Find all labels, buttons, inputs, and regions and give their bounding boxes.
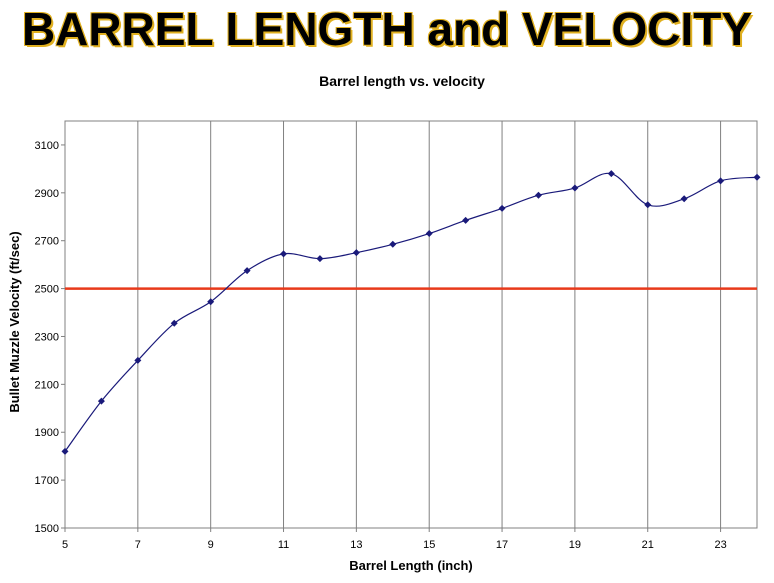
data-point bbox=[607, 170, 615, 178]
data-point bbox=[498, 204, 506, 212]
y-tick-label: 2300 bbox=[35, 331, 59, 343]
x-tick-label: 21 bbox=[642, 539, 654, 551]
data-point bbox=[571, 184, 579, 192]
data-point bbox=[644, 201, 652, 209]
data-point bbox=[717, 177, 725, 185]
data-point bbox=[280, 250, 288, 258]
data-point bbox=[97, 397, 105, 405]
data-point bbox=[462, 216, 470, 224]
x-tick-label: 11 bbox=[278, 539, 289, 551]
data-point bbox=[61, 447, 69, 455]
data-point bbox=[170, 319, 178, 327]
plot-area-border bbox=[64, 120, 758, 529]
data-point bbox=[207, 298, 215, 306]
x-tick-label: 15 bbox=[423, 539, 435, 551]
data-point bbox=[134, 356, 142, 364]
main-title: BARREL LENGTH and VELOCITY bbox=[21, 3, 753, 55]
series-markers bbox=[61, 170, 761, 455]
x-axis-label: Barrel Length (inch) bbox=[349, 558, 473, 573]
data-point bbox=[352, 249, 360, 257]
x-tick-label: 9 bbox=[208, 539, 214, 551]
data-point bbox=[389, 240, 397, 248]
y-tick-labels: 1500 1700 1900 2100 2300 2500 2700 2900 3100 bbox=[35, 140, 65, 535]
x-tick-label: 19 bbox=[569, 539, 581, 551]
y-tick-label: 3100 bbox=[35, 140, 59, 152]
data-point bbox=[316, 255, 324, 263]
y-tick-label: 2100 bbox=[35, 379, 59, 391]
x-tick-label: 23 bbox=[714, 539, 726, 551]
data-point bbox=[425, 230, 433, 238]
y-tick-label: 2900 bbox=[35, 188, 59, 200]
data-point bbox=[243, 267, 251, 275]
y-tick-label: 2500 bbox=[35, 284, 59, 296]
data-point bbox=[534, 191, 542, 199]
grid-lines bbox=[64, 121, 722, 528]
x-tick-label: 17 bbox=[496, 539, 508, 551]
data-point bbox=[753, 173, 761, 181]
data-point bbox=[680, 195, 688, 203]
x-tick-labels: 5 7 9 11 13 15 17 19 21 23 bbox=[62, 528, 727, 551]
x-tick-label: 7 bbox=[135, 539, 141, 551]
y-tick-label: 2700 bbox=[35, 236, 59, 248]
x-tick-label: 13 bbox=[350, 539, 362, 551]
y-axis-label: Bullet Muzzle Velocity (ft/sec) bbox=[7, 231, 22, 412]
chart-title: Barrel length vs. velocity bbox=[319, 73, 485, 89]
x-tick-label: 5 bbox=[62, 539, 68, 551]
y-tick-label: 1500 bbox=[35, 523, 59, 535]
y-tick-label: 1700 bbox=[35, 475, 59, 487]
y-tick-label: 1900 bbox=[35, 427, 59, 439]
series-line bbox=[64, 172, 758, 452]
